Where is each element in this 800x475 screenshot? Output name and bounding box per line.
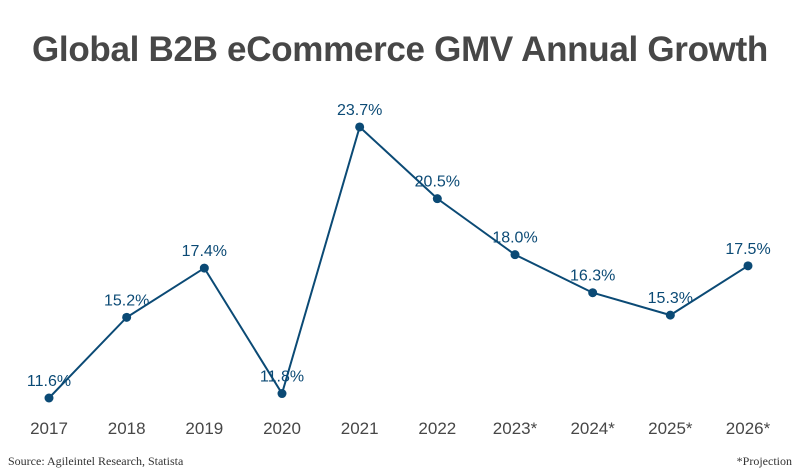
data-label: 16.3%	[570, 268, 615, 285]
data-label: 11.8%	[260, 369, 304, 386]
data-label: 23.7%	[337, 102, 382, 119]
source-note: Source: Agileintel Research, Statista	[8, 454, 184, 468]
data-point	[432, 194, 442, 204]
x-tick-label: 2025*	[648, 419, 693, 438]
data-label: 17.4%	[182, 243, 227, 260]
data-point	[665, 310, 675, 320]
data-label: 11.6%	[27, 373, 71, 390]
x-tick-label: 2026*	[726, 419, 771, 438]
x-tick-label: 2017	[30, 419, 68, 438]
data-point	[277, 389, 287, 399]
projection-note: *Projection	[736, 454, 792, 468]
x-tick-label: 2021	[341, 419, 379, 438]
data-label: 20.5%	[415, 174, 460, 191]
x-tick-label: 2023*	[493, 419, 538, 438]
x-tick-label: 2020	[263, 419, 301, 438]
data-point	[355, 122, 365, 132]
data-point	[588, 288, 598, 298]
data-point	[743, 261, 753, 271]
data-label: 15.2%	[104, 292, 149, 309]
x-tick-label: 2022	[418, 419, 456, 438]
x-tick-label: 2019	[185, 419, 223, 438]
x-tick-label: 2018	[108, 419, 146, 438]
data-point	[122, 312, 132, 322]
chart-title: Global B2B eCommerce GMV Annual Growth	[31, 30, 769, 69]
data-label: 18.0%	[492, 230, 537, 247]
series-line	[48, 125, 749, 399]
x-tick-label: 2024*	[570, 419, 615, 438]
data-label: 15.3%	[648, 290, 693, 307]
data-point	[44, 393, 54, 403]
data-point	[510, 250, 520, 260]
data-label: 17.5%	[725, 241, 770, 258]
data-point	[199, 263, 209, 273]
